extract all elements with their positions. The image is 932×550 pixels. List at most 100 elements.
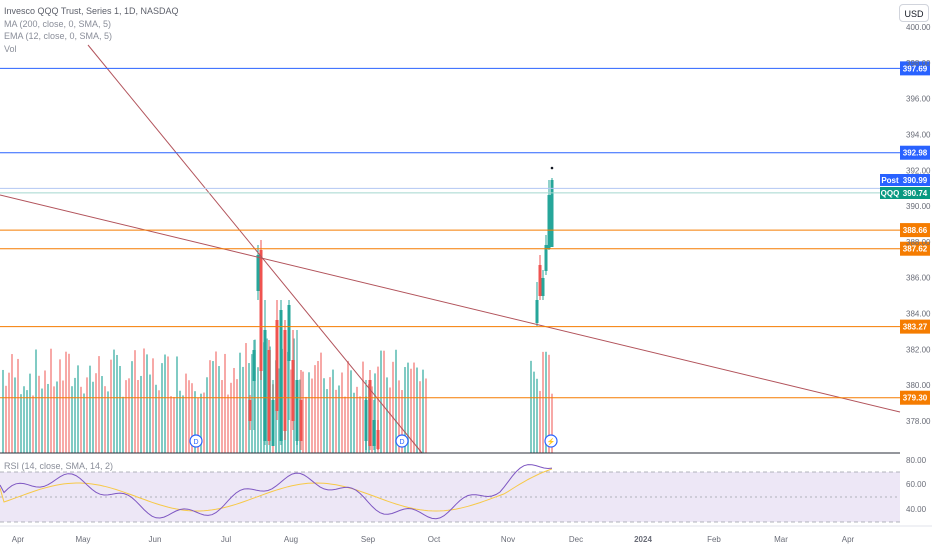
candle[interactable]: [252, 350, 256, 381]
volume-bar: [197, 397, 199, 453]
ema-indicator-label[interactable]: EMA (12, close, 0, SMA, 5): [4, 31, 113, 41]
dividend-marker[interactable]: D: [189, 434, 203, 448]
trendline-long[interactable]: [0, 194, 901, 413]
time-tick-label: Apr: [12, 535, 25, 544]
time-tick-label: Apr: [842, 535, 855, 544]
currency-button[interactable]: USD: [899, 4, 929, 22]
volume-bar: [317, 361, 319, 453]
volume-bar: [59, 359, 61, 453]
post-price-tag-bg: [880, 174, 900, 186]
volume-bar: [116, 354, 118, 453]
volume-bar: [398, 380, 400, 453]
volume-bar: [410, 368, 412, 453]
volume-bar: [68, 353, 70, 453]
time-tick-label: Dec: [569, 535, 583, 544]
rsi-pane: 80.00 60.00 40.00: [0, 452, 927, 523]
volume-bar: [26, 390, 28, 453]
candle[interactable]: [535, 300, 539, 323]
volume-bar: [551, 393, 553, 453]
candle[interactable]: [372, 420, 376, 446]
candle[interactable]: [267, 350, 271, 441]
price-axis[interactable]: 397.69 392.98 388.66 387.62 383.27 379.30 400.…: [880, 23, 931, 426]
event-markers[interactable]: D D ⚡: [189, 434, 558, 448]
candle[interactable]: [279, 310, 283, 441]
volume-bar: [413, 362, 415, 453]
candle[interactable]: [550, 180, 554, 247]
time-tick-label: Sep: [361, 535, 376, 544]
candle[interactable]: [538, 265, 542, 296]
time-tick-label: Mar: [774, 535, 788, 544]
time-axis[interactable]: Apr May Jun Jul Aug Sep Oct Nov Dec 2024 Feb Mar Apr: [0, 525, 932, 544]
price-line-label: 397.69: [903, 64, 928, 73]
volume-indicator-label[interactable]: Vol: [4, 43, 17, 54]
volume-bar: [182, 395, 184, 453]
candle[interactable]: [368, 380, 372, 446]
candle[interactable]: [259, 250, 263, 371]
volume-bar: [236, 379, 238, 453]
time-tick-label: Nov: [501, 535, 515, 544]
volume-bar: [278, 368, 280, 453]
volume-bar: [401, 390, 403, 453]
volume-bar: [422, 369, 424, 453]
volume-bar: [539, 390, 541, 453]
volume-bar: [536, 378, 538, 453]
price-tick-label: 388.00: [906, 238, 931, 247]
volume-bar: [53, 386, 55, 453]
volume-bar: [242, 366, 244, 453]
volume-bar: [203, 392, 205, 453]
price-tick-label: 390.00: [906, 202, 931, 211]
volume-bar: [338, 385, 340, 453]
volume-bar: [425, 378, 427, 453]
candle[interactable]: [295, 380, 299, 441]
candle[interactable]: [283, 330, 287, 431]
candle[interactable]: [544, 245, 548, 271]
volume-bar: [326, 389, 328, 453]
drawing-lines[interactable]: [0, 44, 901, 454]
volume-bar: [239, 352, 241, 453]
volume-bar: [257, 367, 259, 453]
rsi-indicator-label[interactable]: RSI (14, close, SMA, 14, 2): [4, 461, 114, 471]
volume-bar: [374, 373, 376, 453]
volume-bar: [110, 359, 112, 453]
candle[interactable]: [291, 360, 295, 421]
volume-bar: [77, 365, 79, 453]
candlesticks[interactable]: [248, 166, 554, 450]
candle[interactable]: [263, 330, 267, 441]
volume-bar: [179, 390, 181, 453]
volume-bar: [158, 390, 160, 453]
last-price-value-bg: [900, 187, 930, 199]
candle[interactable]: [547, 195, 551, 249]
earnings-marker[interactable]: ⚡: [544, 434, 558, 448]
volume-bar: [95, 373, 97, 453]
volume-bar: [128, 378, 130, 453]
candle[interactable]: [299, 400, 303, 441]
price-tick-label: 392.00: [906, 166, 931, 175]
volume-bar: [341, 372, 343, 453]
candle[interactable]: [256, 255, 260, 291]
candle[interactable]: [541, 278, 545, 296]
symbol-title[interactable]: Invesco QQQ Trust, Series 1, 1D, NASDAQ: [4, 6, 179, 16]
ma-indicator-label[interactable]: MA (200, close, 0, SMA, 5): [4, 18, 112, 29]
candle[interactable]: [287, 305, 291, 361]
candle[interactable]: [275, 320, 279, 411]
volume-bar: [98, 356, 100, 453]
volume-bar: [305, 396, 307, 453]
price-line-label-bg: [900, 390, 930, 405]
candle[interactable]: [271, 400, 275, 446]
candle[interactable]: [248, 400, 252, 421]
volume-bar: [23, 386, 25, 453]
dividend-marker[interactable]: D: [395, 434, 409, 448]
volume-bar: [125, 380, 127, 453]
volume-bar: [185, 373, 187, 453]
volume-bar: [11, 354, 13, 453]
candle[interactable]: [376, 430, 380, 449]
volume-bar: [38, 375, 40, 453]
volume-bar: [230, 382, 232, 453]
candle[interactable]: [364, 400, 368, 441]
volume-bar: [17, 358, 19, 453]
price-tick-label: 398.00: [906, 59, 931, 68]
volume-bar: [548, 354, 550, 453]
price-line-label-bg: [900, 241, 930, 256]
volume-bar: [149, 374, 151, 453]
